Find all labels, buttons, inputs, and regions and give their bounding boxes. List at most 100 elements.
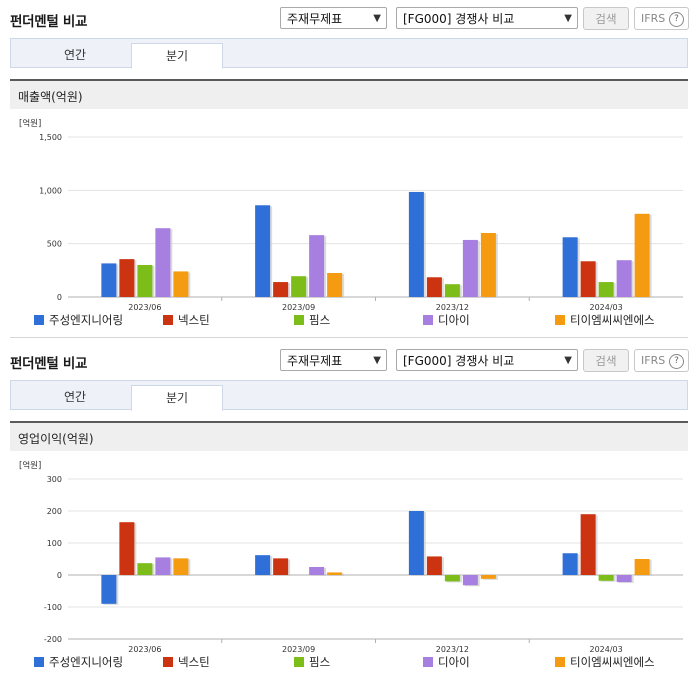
legend-label: 주성엔지니어링 [49,655,123,669]
x-tick-label: 2023/06 [128,303,161,312]
bar [255,205,271,297]
bar [173,558,189,575]
bar [562,237,578,297]
y-tick-label: 500 [47,240,62,249]
bar [462,575,478,586]
panel-title: 펀더멘털 비교 [10,356,88,372]
section-title: 매출액(억원) [18,90,83,104]
legend-label: 핌스 [309,313,330,327]
bar [462,239,478,297]
statement-type-value: 주재무제표 [287,354,343,368]
bar [273,282,289,297]
statement-type-select[interactable]: 주재무제표 ▼ [280,7,387,29]
x-tick-label: 2023/12 [436,303,469,312]
chart-area: [억원] -200 -100 0 100 200 300 2023/06 2023/09 2023… [10,451,688,679]
ifrs-label: IFRS [641,354,666,367]
legend-label: 티이엠씨씨엔에스 [570,313,655,327]
bar [155,228,171,297]
bar [327,572,343,575]
bar [137,265,153,297]
bar [309,235,325,297]
legend-swatch [555,315,565,325]
unit-label: [억원] [19,460,41,471]
ifrs-help-button[interactable]: IFRS ? [634,349,689,372]
bar [173,271,189,297]
bar [327,273,343,297]
y-tick-label: 300 [47,475,62,484]
legend-label: 넥스틴 [178,655,210,669]
legend-swatch [294,657,304,667]
bar [155,557,171,575]
x-tick-label: 2024/03 [590,645,623,654]
x-tick-label: 2023/09 [282,645,315,654]
legend-label: 티이엠씨씨엔에스 [570,655,655,669]
period-tabs: 연간 분기 [10,38,688,69]
bar [426,556,442,575]
search-button[interactable]: 검색 [583,7,629,30]
bar [444,575,460,582]
y-tick-label: 1,500 [39,133,62,142]
tab-quarterly[interactable]: 분기 [131,385,223,411]
y-tick-label: 0 [57,571,62,580]
bar [101,575,117,604]
bar [634,213,650,297]
legend-swatch [423,657,433,667]
tab-annual[interactable]: 연간 [63,48,87,62]
bar [616,575,632,583]
ifrs-help-button[interactable]: IFRS ? [634,7,689,30]
chevron-down-icon: ▼ [373,13,381,24]
chevron-down-icon: ▼ [564,355,572,366]
section-header: 매출액(억원) [10,79,688,109]
unit-label: [억원] [19,118,41,129]
period-tabs: 연간 분기 [10,380,688,411]
bar [616,260,632,297]
statement-type-select[interactable]: 주재무제표 ▼ [280,349,387,371]
legend-label: 주성엔지니어링 [49,313,123,327]
bar [291,276,307,297]
bar [119,522,135,575]
bar [598,575,614,581]
legend-swatch [423,315,433,325]
tab-quarterly[interactable]: 분기 [131,43,223,69]
x-tick-label: 2024/03 [590,303,623,312]
x-tick-label: 2023/06 [128,645,161,654]
question-icon: ? [669,354,684,369]
bar [408,191,424,297]
bar [480,575,496,579]
comparison-group-select[interactable]: [FG000] 경쟁사 비교 ▼ [396,7,578,29]
y-tick-label: 200 [47,507,62,516]
legend-swatch [294,315,304,325]
operating-profit-chart: [억원] -200 -100 0 100 200 300 2023/06 2023/09 2023… [19,460,683,669]
legend-swatch [34,315,44,325]
y-tick-label: -100 [44,603,62,612]
legend-swatch [555,657,565,667]
question-icon: ? [669,12,684,27]
legend-label: 넥스틴 [178,313,210,327]
fundamental-panel-operating-profit: 펀더멘털 비교 주재무제표 ▼ [FG000] 경쟁사 비교 ▼ 검색 IFRS… [0,342,696,684]
bar [444,284,460,297]
fundamental-panel-revenue: 펀더멘털 비교 주재무제표 ▼ [FG000] 경쟁사 비교 ▼ 검색 IFRS… [0,0,696,338]
bar [598,282,614,297]
tab-annual[interactable]: 연간 [63,390,87,404]
statement-type-value: 주재무제표 [287,12,343,26]
bar [309,567,325,575]
panel-header: 펀더멘털 비교 주재무제표 ▼ [FG000] 경쟁사 비교 ▼ 검색 IFRS… [0,0,696,34]
bar [480,233,496,297]
legend-swatch [163,657,173,667]
bar [119,259,135,297]
bar [580,261,596,297]
legend-swatch [34,657,44,667]
bar [273,558,289,575]
bar [255,555,271,575]
comparison-group-select[interactable]: [FG000] 경쟁사 비교 ▼ [396,349,578,371]
bar [137,563,153,575]
chevron-down-icon: ▼ [373,355,381,366]
y-tick-label: 0 [57,293,62,302]
search-button[interactable]: 검색 [583,349,629,372]
section-header: 영업이익(억원) [10,421,688,451]
y-tick-label: 100 [47,539,62,548]
bar [101,263,117,297]
legend-swatch [163,315,173,325]
revenue-chart: [억원] 0 500 1,000 1,500 2023/06 2023/09 2023/12 2… [19,118,683,327]
bar [634,559,650,575]
